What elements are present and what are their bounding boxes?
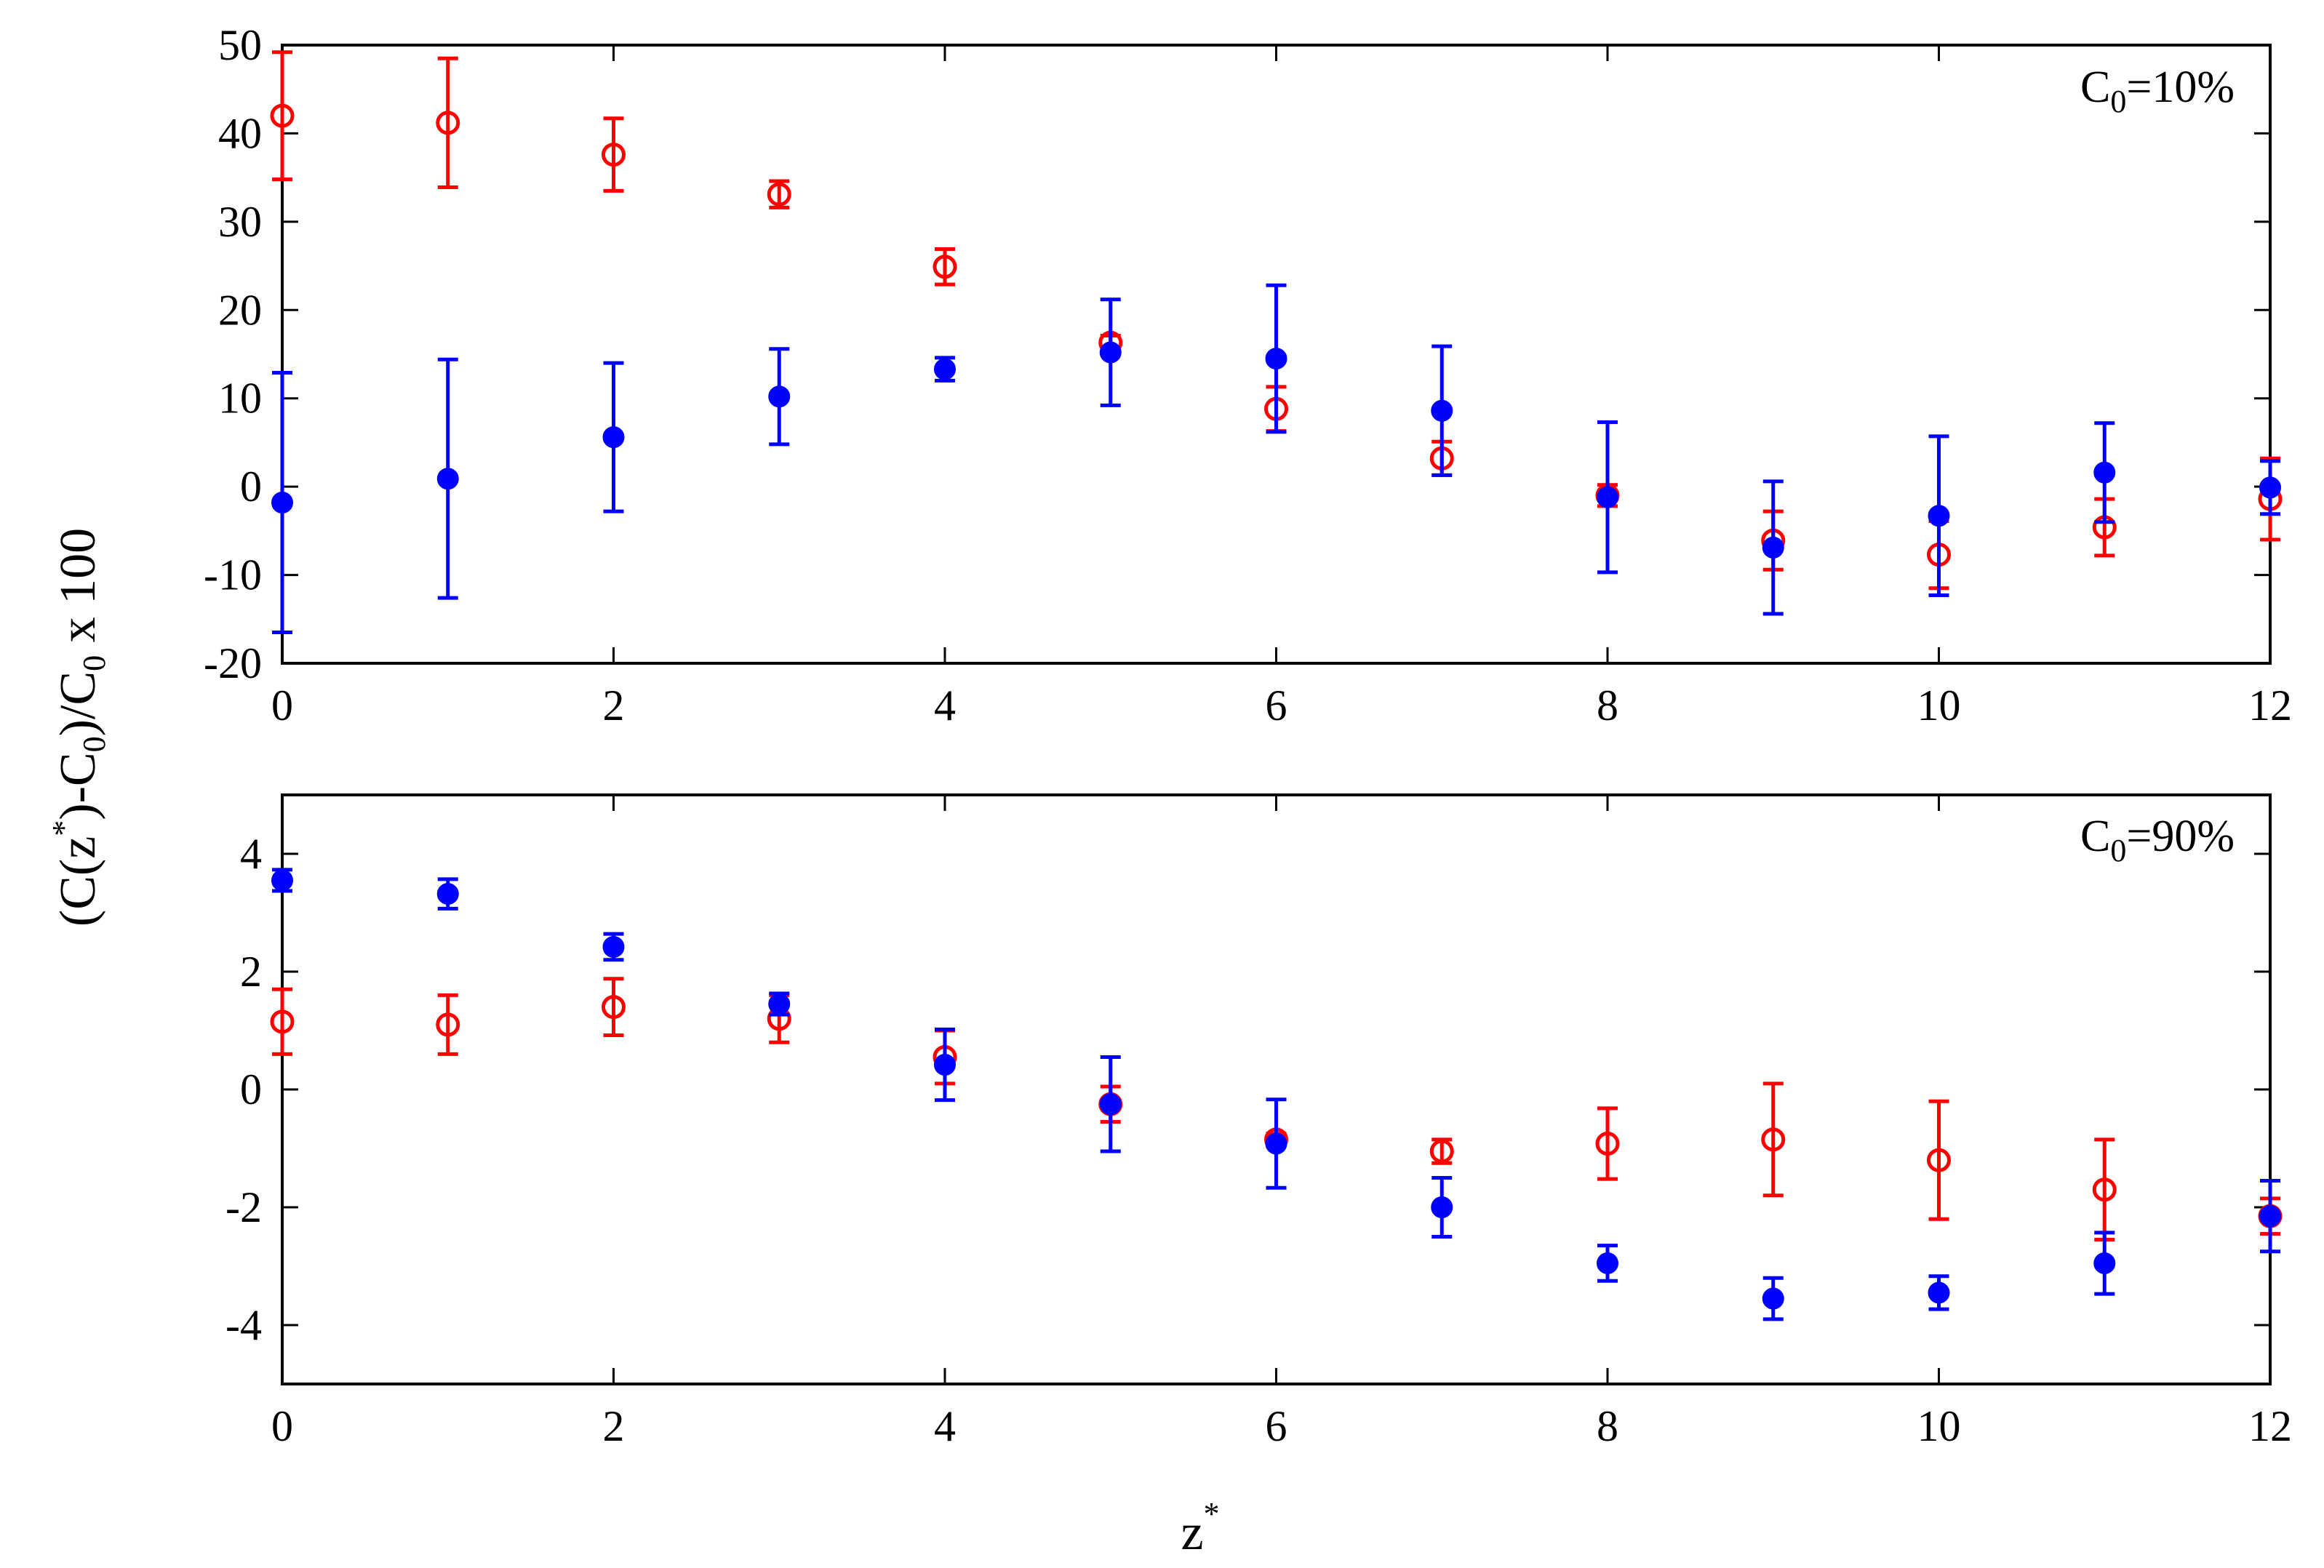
y-tick-label: -2	[225, 1183, 262, 1231]
y-tick-label: 2	[240, 948, 262, 996]
y-tick-label: 10	[218, 375, 262, 423]
data-point-filled	[1928, 505, 1950, 527]
x-tick-label: 8	[1597, 681, 1618, 729]
data-point-open	[2092, 1177, 2117, 1202]
data-point-filled	[271, 869, 293, 892]
data-point-filled	[2259, 1205, 2281, 1228]
data-point-open	[270, 1009, 295, 1034]
y-axis-title: (C(z*)-C0)/C0 x 100	[46, 528, 112, 927]
data-point-filled	[1762, 1287, 1784, 1310]
panel-bottom: 0 2 4 6 8 10 12 -4 -2 0 2 4 C0=90%	[225, 793, 2292, 1450]
x-tick-label: 0	[271, 681, 293, 729]
data-point-open	[1761, 1127, 1786, 1152]
data-point-filled	[1431, 399, 1453, 422]
data-point-filled	[1431, 1196, 1453, 1218]
x-tick-label: 6	[1266, 681, 1287, 729]
data-point-filled	[768, 993, 791, 1015]
data-point-filled	[1928, 1281, 1950, 1304]
data-point-filled	[1597, 1252, 1618, 1274]
data-point-filled	[602, 426, 625, 449]
data-point-open	[1927, 1148, 1951, 1172]
data-point-open	[270, 103, 295, 128]
data-point-filled	[768, 385, 791, 408]
data-marks	[270, 868, 2283, 1321]
data-point-open	[602, 995, 626, 1020]
y-tick-label: 20	[218, 286, 262, 334]
data-point-filled	[271, 492, 293, 513]
data-point-open	[1429, 1139, 1454, 1164]
tick-labels: 0 2 4 6 8 10 12 -20 -10 0 10 20 30 40 50	[204, 21, 2292, 729]
data-point-filled	[2259, 476, 2281, 499]
tick-labels: 0 2 4 6 8 10 12 -4 -2 0 2 4	[225, 830, 2292, 1450]
x-tick-label: 12	[2248, 681, 2292, 729]
data-point-open	[1595, 1132, 1620, 1156]
x-axis-title: z*	[1181, 1496, 1219, 1561]
data-point-filled	[1099, 341, 1122, 364]
y-tick-label: 0	[240, 463, 262, 511]
panel-annotation: C0=10%	[2080, 63, 2235, 119]
x-tick-label: 4	[934, 681, 956, 729]
data-point-open	[602, 143, 626, 167]
y-tick-label: 50	[218, 21, 262, 69]
data-marks	[270, 50, 2283, 634]
data-point-filled	[436, 883, 459, 905]
data-point-filled	[934, 358, 956, 380]
data-point-filled	[2093, 461, 2116, 484]
x-tick-label: 8	[1597, 1402, 1618, 1450]
x-tick-label: 2	[603, 681, 625, 729]
data-point-filled	[1099, 1093, 1122, 1116]
data-point-open	[767, 182, 791, 207]
axis-ticks	[281, 44, 2272, 665]
y-tick-label: -20	[204, 639, 262, 687]
data-point-filled	[1762, 536, 1784, 559]
x-tick-label: 2	[603, 1402, 625, 1450]
plot-frame	[281, 793, 2272, 1385]
x-tick-label: 6	[1266, 1402, 1287, 1450]
y-tick-label: 0	[240, 1065, 262, 1113]
x-tick-label: 10	[1917, 681, 1961, 729]
y-tick-label: 40	[218, 109, 262, 157]
axis-ticks	[281, 795, 2272, 1384]
data-point-filled	[1597, 486, 1618, 508]
y-tick-label: 30	[218, 198, 262, 246]
y-tick-label: -10	[204, 551, 262, 599]
data-point-open	[933, 255, 957, 279]
data-point-filled	[1265, 348, 1287, 370]
panel-annotation: C0=90%	[2080, 812, 2235, 868]
data-point-filled	[934, 1053, 956, 1076]
data-point-filled	[1265, 1132, 1287, 1155]
data-point-filled	[436, 468, 459, 490]
x-tick-label: 12	[2248, 1402, 2292, 1450]
x-tick-label: 10	[1917, 1402, 1961, 1450]
data-point-filled	[602, 935, 625, 958]
data-point-open	[436, 1012, 460, 1037]
x-tick-label: 4	[934, 1402, 956, 1450]
panel-top: 0 2 4 6 8 10 12 -20 -10 0 10 20 30 40 50 C0=10%	[204, 21, 2292, 729]
y-tick-label: -4	[225, 1301, 262, 1349]
data-point-open	[436, 111, 460, 135]
data-point-filled	[2093, 1252, 2116, 1274]
x-tick-label: 0	[271, 1402, 293, 1450]
y-tick-label: 4	[240, 830, 262, 878]
